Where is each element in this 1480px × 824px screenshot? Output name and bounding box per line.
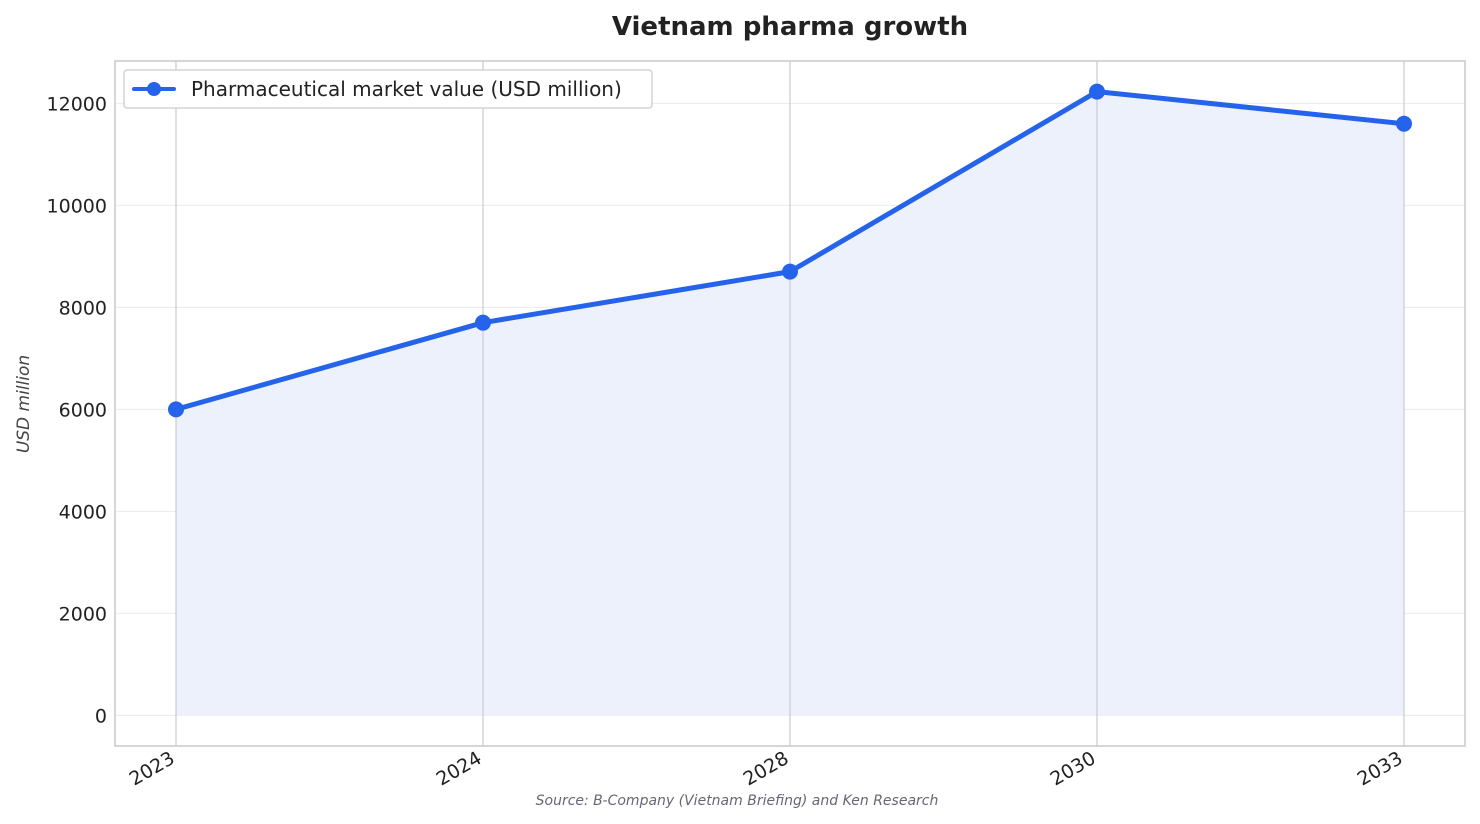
legend-label: Pharmaceutical market value (USD million… bbox=[191, 77, 622, 101]
y-tick-label: 6000 bbox=[59, 399, 107, 421]
data-point bbox=[1396, 115, 1412, 132]
data-point bbox=[475, 314, 491, 331]
x-tick-label: 2023 bbox=[126, 747, 179, 790]
legend-marker-swatch bbox=[147, 82, 161, 96]
x-axis-ticks: 2023 2024 2028 2030 2033 bbox=[126, 747, 1407, 790]
x-tick-label: 2033 bbox=[1354, 747, 1407, 790]
y-tick-label: 2000 bbox=[59, 603, 107, 625]
data-point bbox=[1089, 83, 1105, 100]
series bbox=[168, 83, 1412, 418]
y-axis-label: USD million bbox=[14, 355, 34, 453]
plot-frame bbox=[114, 60, 1466, 747]
y-tick-label: 12000 bbox=[47, 93, 107, 115]
y-tick-label: 0 bbox=[95, 705, 107, 727]
y-tick-label: 4000 bbox=[59, 501, 107, 523]
y-tick-label: 8000 bbox=[59, 297, 107, 319]
x-tick-label: 2030 bbox=[1047, 747, 1100, 790]
source-note: Source: B-Company (Vietnam Briefing) and… bbox=[536, 793, 939, 809]
y-tick-label: 10000 bbox=[47, 195, 107, 217]
chart-title: Vietnam pharma growth bbox=[612, 12, 968, 42]
y-axis-ticks: 0 2000 4000 6000 8000 10000 12000 bbox=[47, 93, 107, 727]
x-tick-label: 2024 bbox=[433, 747, 486, 790]
legend-box bbox=[123, 69, 653, 109]
legend: Pharmaceutical market value (USD million… bbox=[123, 69, 653, 109]
data-point bbox=[782, 263, 798, 280]
data-point bbox=[168, 401, 184, 418]
x-tick-label: 2028 bbox=[740, 747, 793, 790]
